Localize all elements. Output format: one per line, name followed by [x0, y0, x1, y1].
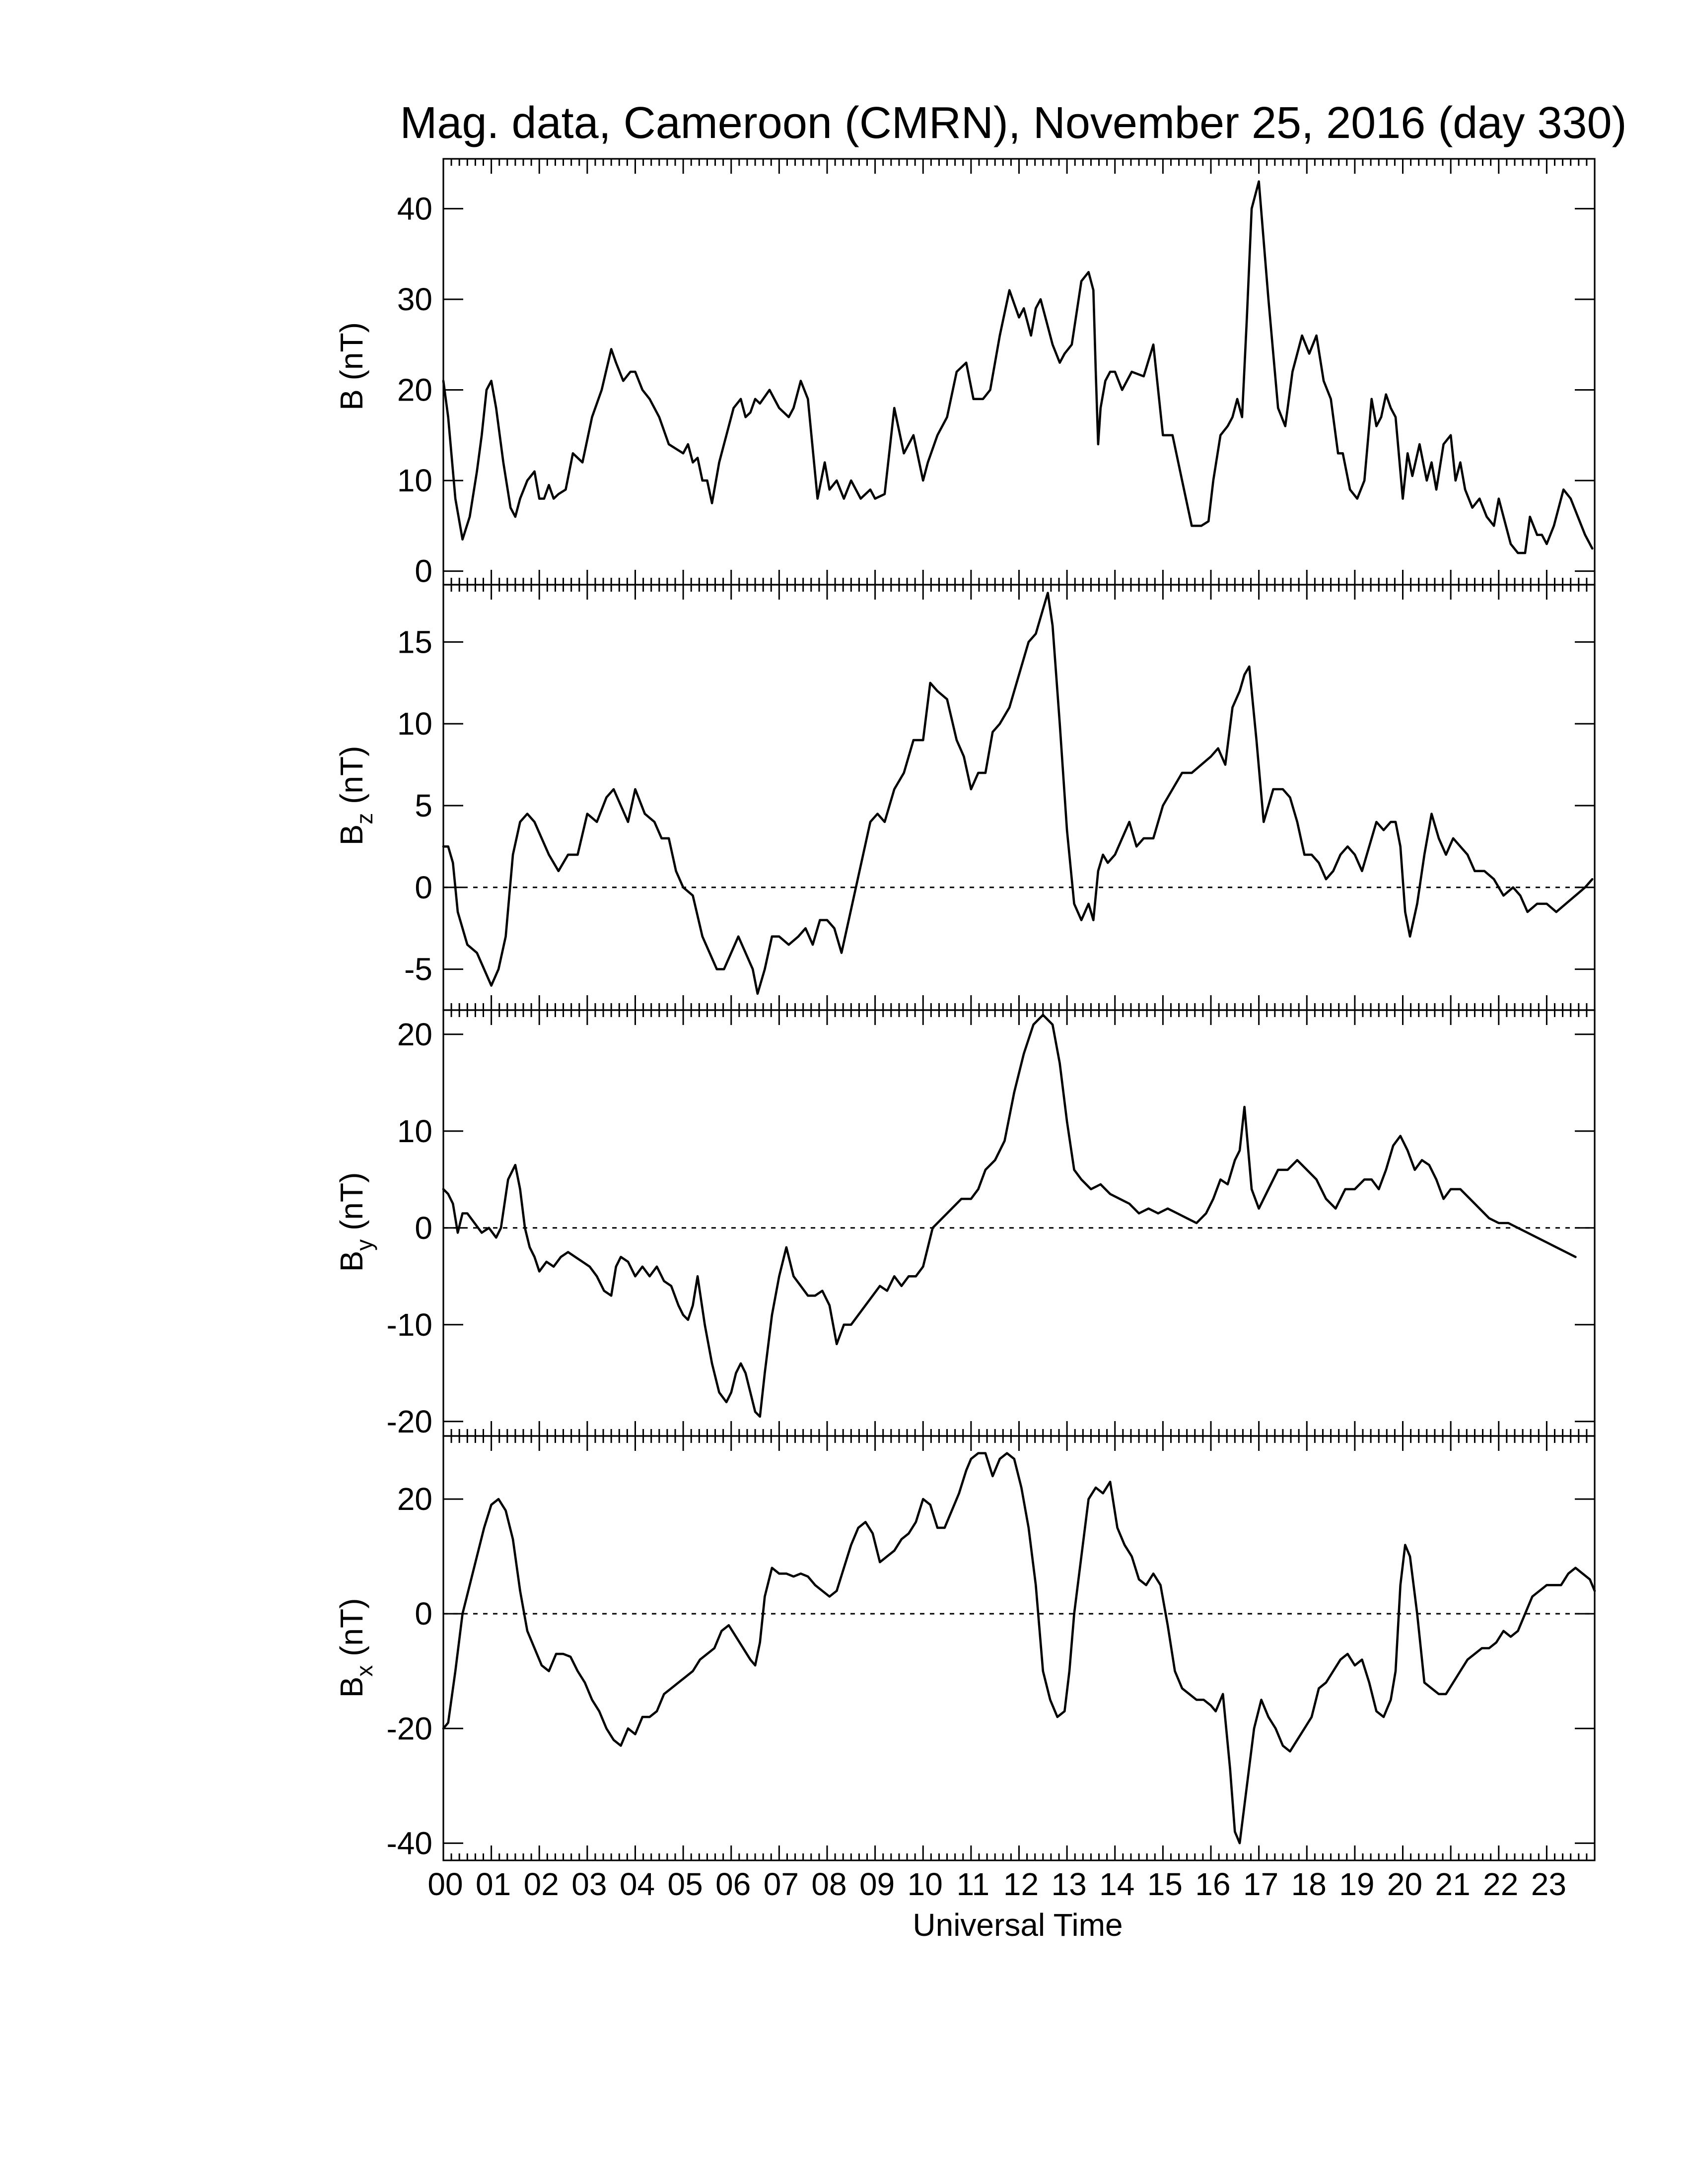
panel-b-ytick-label: 10 [397, 463, 432, 498]
x-tick-label: 18 [1291, 1866, 1327, 1902]
chart-title: Mag. data, Cameroon (CMRN), November 25,… [400, 98, 1626, 148]
panel-b-ytick-label: 40 [397, 191, 432, 226]
panel-by: By (nT) -20 -10 0 10 20 [334, 1009, 1596, 1439]
panel-bx-ytick-label: 20 [397, 1481, 432, 1517]
x-tick-label: 23 [1531, 1866, 1566, 1902]
panel-by-ytick-label: 20 [397, 1017, 432, 1052]
x-tick-label: 00 [427, 1866, 463, 1902]
x-tick-label: 01 [476, 1866, 511, 1902]
panel-bz: Bz (nT) -5 0 5 10 15 [334, 584, 1596, 1011]
panel-b-ytick-label: 30 [397, 281, 432, 317]
x-tick-label: 04 [620, 1866, 655, 1902]
panel-bz-ytick-label: 10 [397, 706, 432, 742]
x-tick-label: 06 [715, 1866, 751, 1902]
panel-bz-ytick-label: 15 [397, 624, 432, 660]
x-tick-label: 02 [524, 1866, 559, 1902]
x-tick-label: 16 [1195, 1866, 1230, 1902]
x-tick-label: 22 [1483, 1866, 1518, 1902]
x-tick-label: 09 [859, 1866, 895, 1902]
x-tick-label: 11 [957, 1866, 989, 1902]
x-tick-label: 17 [1243, 1866, 1278, 1902]
panel-by-ylabel: By (nT) [334, 1172, 377, 1272]
panel-by-ytick-label: -20 [387, 1404, 433, 1439]
x-tick-label: 10 [908, 1866, 943, 1902]
panel-bx-ytick-label: -40 [387, 1825, 433, 1861]
x-tick-label: 20 [1387, 1866, 1422, 1902]
panel-bz-ylabel: Bz (nT) [334, 746, 377, 846]
x-axis: 00 01 02 03 04 05 06 07 08 09 10 11 12 13 14 15 16 17 18 19… [427, 1866, 1566, 1902]
panel-by-ytick-label: 0 [415, 1210, 432, 1246]
panel-by-ytick-label: -10 [387, 1307, 433, 1343]
panel-bz-series-line [442, 592, 1594, 995]
x-tick-label: 12 [1003, 1866, 1039, 1902]
x-tick-label: 14 [1099, 1866, 1134, 1902]
x-axis-label: Universal Time [913, 1907, 1123, 1943]
panel-by-series-line [442, 1014, 1577, 1418]
x-tick-label: 03 [571, 1866, 607, 1902]
x-tick-label: 07 [764, 1866, 799, 1902]
x-tick-label: 05 [668, 1866, 703, 1902]
panel-by-ytick-label: 10 [397, 1113, 432, 1149]
panel-b: B (nT) 0 10 20 30 40 [334, 158, 1596, 589]
panel-bx-ytick-label: 0 [415, 1596, 432, 1632]
panel-bx-ytick-label: -20 [387, 1710, 433, 1746]
x-tick-label: 13 [1052, 1866, 1087, 1902]
x-tick-label: 19 [1339, 1866, 1374, 1902]
panel-b-frame [442, 158, 1596, 586]
panel-bx: Bx (nT) -40 -20 0 20 [334, 1435, 1596, 1861]
panel-bz-ytick-label: -5 [404, 952, 432, 987]
panel-bx-series-line [442, 1452, 1596, 1844]
panel-bx-frame [442, 1435, 1596, 1861]
panel-b-series-line [442, 180, 1594, 554]
panel-b-ytick-label: 0 [415, 553, 432, 589]
x-tick-label: 21 [1435, 1866, 1471, 1902]
x-tick-label: 15 [1147, 1866, 1183, 1902]
x-tick-label: 08 [811, 1866, 846, 1902]
panel-b-ytick-label: 20 [397, 372, 432, 408]
panel-bz-ytick-label: 5 [415, 788, 432, 823]
panel-b-ylabel: B (nT) [334, 322, 369, 410]
panel-bz-ytick-label: 0 [415, 870, 432, 905]
panel-bx-ylabel: Bx (nT) [334, 1598, 377, 1698]
